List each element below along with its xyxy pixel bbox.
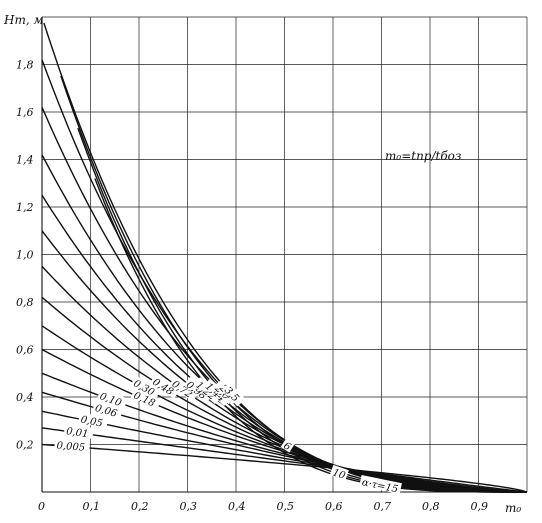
y-tick-label: 1,0 bbox=[16, 249, 34, 262]
x-tick-label: 0 bbox=[38, 500, 45, 513]
curve-label: 6 bbox=[281, 440, 293, 453]
curve-label: 10 bbox=[331, 467, 347, 482]
curve-label-bg bbox=[63, 424, 94, 439]
series-curve bbox=[41, 391, 528, 493]
x-tick-label: 0,4 bbox=[228, 500, 246, 513]
x-tick-label: 0,8 bbox=[422, 500, 440, 513]
x-tick-label: 0,1 bbox=[83, 500, 101, 513]
curve-label-bg bbox=[329, 464, 349, 481]
y-tick-label: 0,2 bbox=[16, 439, 34, 452]
series-curve bbox=[41, 427, 528, 493]
curve-label-bg bbox=[169, 376, 199, 402]
ticks: 0 0,1 0,2 0,3 0,4 0,5 0,6 0,7 0,8 0,9 0,2 0,4 0,6 0,8… bbox=[16, 59, 488, 514]
x-tick-label: 0,3 bbox=[180, 500, 198, 513]
curve-label-bg bbox=[130, 387, 162, 410]
curve-label: 0,05 bbox=[80, 414, 104, 429]
y-tick-label: 0,4 bbox=[16, 391, 34, 404]
y-tick-label: 0,8 bbox=[16, 296, 34, 309]
curve-label-bg bbox=[54, 438, 90, 452]
x-tick-label: 0,2 bbox=[131, 500, 149, 513]
axes bbox=[41, 17, 527, 493]
series-curve bbox=[41, 410, 528, 493]
curve-label: 0,005 bbox=[56, 441, 85, 454]
x-axis-label: m₀ bbox=[505, 501, 521, 515]
series-curve bbox=[43, 22, 527, 493]
series-curve bbox=[77, 127, 527, 493]
y-tick-label: 1,6 bbox=[16, 106, 34, 119]
x-tick-label: 0,5 bbox=[277, 500, 295, 513]
y-axis-label: Hт, м bbox=[3, 13, 43, 27]
curve-label-bg bbox=[149, 374, 180, 399]
curve-label-bg bbox=[92, 400, 124, 420]
curve-label-bg bbox=[78, 412, 109, 429]
x-tick-label: 0,7 bbox=[374, 500, 392, 513]
grid bbox=[42, 16, 528, 492]
y-tick-label: 1,4 bbox=[16, 154, 34, 167]
curve-label-bg bbox=[96, 388, 128, 409]
y-tick-label: 1,2 bbox=[16, 201, 34, 214]
x-tick-label: 0,6 bbox=[325, 500, 343, 513]
y-tick-label: 1,8 bbox=[16, 59, 34, 72]
formula-annotation: m₀=tпр/tбоз bbox=[385, 149, 461, 163]
series-curve bbox=[41, 348, 527, 493]
curve-label-bg bbox=[183, 376, 213, 404]
curve-label-bg bbox=[280, 437, 296, 453]
x-tick-label: 0,9 bbox=[471, 500, 489, 513]
series-curve bbox=[41, 443, 528, 493]
curve-label: 0,01 bbox=[65, 426, 89, 440]
y-tick-label: 0,6 bbox=[16, 344, 34, 357]
curve-label-bg bbox=[359, 474, 402, 495]
curve-label-bg bbox=[221, 382, 246, 407]
curve-label-bg bbox=[130, 375, 162, 400]
